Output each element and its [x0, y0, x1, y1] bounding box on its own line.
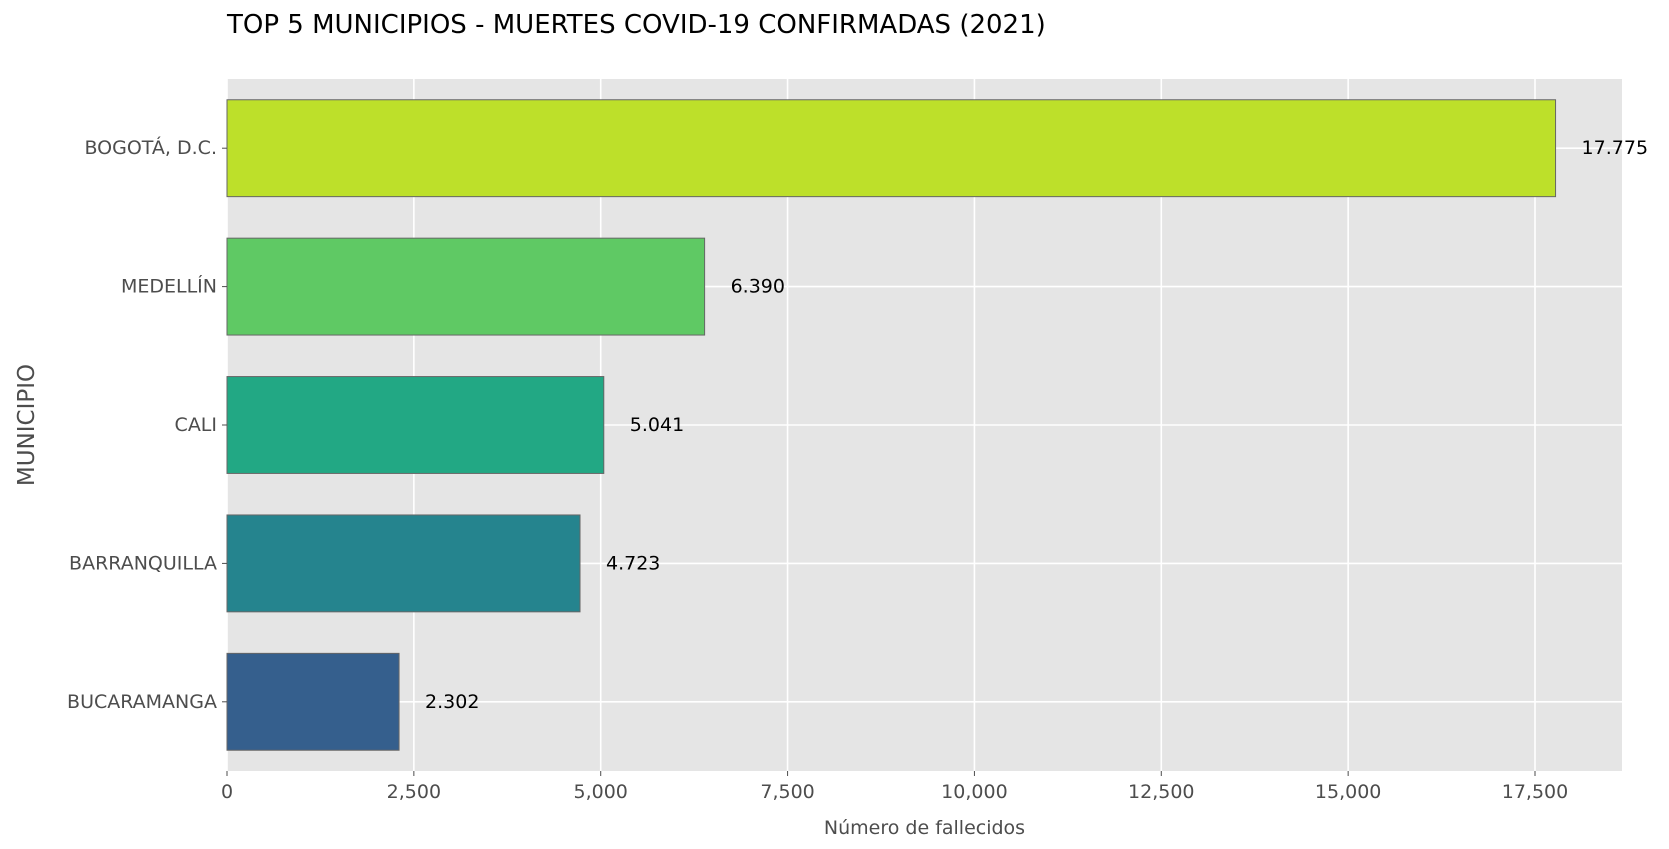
- bar-value-label: 4.723: [606, 552, 660, 574]
- x-tick-label: 12,500: [1128, 781, 1194, 803]
- y-tick-label: BOGOTÁ, D.C.: [84, 136, 217, 159]
- bar: [226, 652, 400, 751]
- x-tick-label: 7,500: [760, 781, 814, 803]
- x-tick-label: 0: [221, 781, 233, 803]
- x-axis: 0 2,500 5,000 7,500 10,000 12,500 15,000 17,500: [221, 771, 1568, 803]
- bar-value-label: 17.775: [1582, 137, 1648, 159]
- x-tick-label: 10,000: [941, 781, 1007, 803]
- y-tick-label: CALI: [175, 414, 217, 436]
- bar-value-label: 5.041: [630, 414, 684, 436]
- x-tick-label: 15,000: [1315, 781, 1381, 803]
- bar: [226, 376, 605, 474]
- bars: [226, 99, 1557, 751]
- x-tick-label: 17,500: [1502, 781, 1568, 803]
- y-tick-label: BUCARAMANGA: [67, 691, 217, 713]
- y-tick-label: MEDELLÍN: [121, 275, 217, 298]
- bar: [226, 99, 1557, 198]
- bar-value-label: 2.302: [425, 691, 479, 713]
- y-tick-label: BARRANQUILLA: [69, 552, 217, 574]
- x-tick-label: 5,000: [574, 781, 628, 803]
- x-axis-title: Número de fallecidos: [824, 817, 1025, 839]
- bar: [226, 237, 706, 336]
- value-labels: 17.775 6.390 5.041 4.723 2.302: [425, 137, 1648, 713]
- chart-title: TOP 5 MUNICIPIOS - MUERTES COVID-19 CONF…: [227, 10, 1046, 40]
- bar-value-label: 6.390: [731, 276, 785, 298]
- bar: [226, 514, 581, 613]
- y-axis: BOGOTÁ, D.C. MEDELLÍN CALI BARRANQUILLA BUCA…: [67, 136, 227, 713]
- x-tick-label: 2,500: [387, 781, 441, 803]
- y-axis-title: MUNICIPIO: [14, 364, 40, 486]
